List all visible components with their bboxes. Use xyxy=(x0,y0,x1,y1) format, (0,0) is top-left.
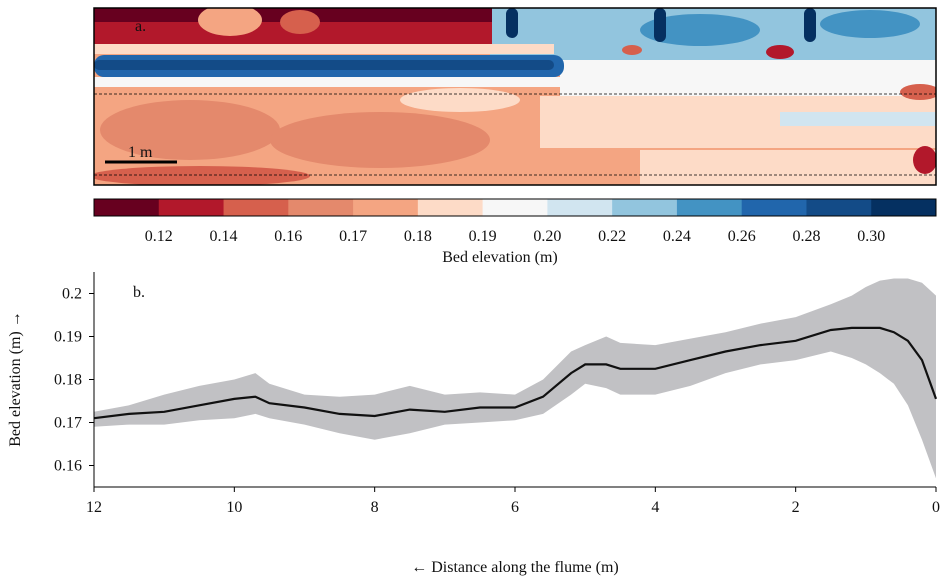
colorbar-tick-label: 0.12 xyxy=(145,228,173,245)
colorbar-swatch xyxy=(871,199,937,216)
x-axis-label: ← Distance along the flume (m) xyxy=(411,559,619,576)
y-axis-label: Bed elevation (m) → xyxy=(7,311,24,447)
colorbar-tick-label: 0.28 xyxy=(792,228,820,245)
colorbar-swatch xyxy=(223,199,289,216)
heatmap-frame xyxy=(93,7,937,186)
colorbar-swatch xyxy=(288,199,354,216)
colorbar-tick-label: 0.24 xyxy=(663,228,691,245)
colorbar-frame xyxy=(93,198,937,217)
colorbar-tick-label: 0.26 xyxy=(728,228,756,245)
x-tick-label: 12 xyxy=(86,499,102,516)
colorbar-swatch xyxy=(417,199,484,216)
panel-label-a: a. xyxy=(135,18,146,35)
colorbar-tick-label: 0.17 xyxy=(339,228,367,245)
line-chart-panel: 12 10 8 6 4 2 0 0.16 0.17 0.18 0.19 0.2 b. ← Dista… xyxy=(7,272,940,576)
y-axis-ticks: 0.16 0.17 0.18 0.19 0.2 xyxy=(54,286,94,475)
mean-line xyxy=(93,326,938,420)
colorbar-label: Bed elevation (m) xyxy=(442,249,558,266)
colorbar-swatch xyxy=(353,199,419,216)
y-tick-label: 0.19 xyxy=(54,329,82,346)
colorbar-tick-label: 0.16 xyxy=(274,228,302,245)
y-tick-label: 0.16 xyxy=(54,458,82,475)
y-tick-label: 0.2 xyxy=(62,286,82,303)
colorbar-tick-label: 0.18 xyxy=(404,228,432,245)
std-band xyxy=(94,278,936,479)
colorbar-swatch xyxy=(612,199,678,216)
colorbar-swatch xyxy=(676,199,743,216)
colorbar-swatch xyxy=(94,199,160,216)
y-tick-label: 0.17 xyxy=(54,415,82,432)
x-tick-label: 6 xyxy=(511,499,519,516)
colorbar-tick-label: 0.30 xyxy=(857,228,885,245)
heatmap-panel: a. 1 m xyxy=(93,7,937,186)
scale-bar-label: 1 m xyxy=(128,144,153,161)
panel-label-b: b. xyxy=(133,284,145,301)
y-tick-label: 0.18 xyxy=(54,372,82,389)
colorbar-tick-label: 0.22 xyxy=(598,228,626,245)
colorbar-tick-label: 0.19 xyxy=(469,228,497,245)
heatmap-image xyxy=(94,8,936,185)
colorbar-swatch xyxy=(741,199,807,216)
colorbar-tick-label: 0.14 xyxy=(210,228,238,245)
x-tick-label: 0 xyxy=(932,499,940,516)
colorbar: 0.12 0.14 0.16 0.17 0.18 0.19 0.20 0.22 0.24 0.26… xyxy=(93,198,937,245)
colorbar-tick-label: 0.20 xyxy=(533,228,561,245)
colorbar-swatch xyxy=(158,199,225,216)
x-tick-label: 8 xyxy=(371,499,379,516)
x-tick-label: 4 xyxy=(651,499,659,516)
colorbar-swatch xyxy=(547,199,613,216)
x-tick-label: 2 xyxy=(792,499,800,516)
x-axis-ticks: 12 10 8 6 4 2 0 xyxy=(86,487,940,516)
colorbar-swatch xyxy=(482,199,548,216)
colorbar-swatch xyxy=(806,199,872,216)
x-tick-label: 10 xyxy=(226,499,242,516)
